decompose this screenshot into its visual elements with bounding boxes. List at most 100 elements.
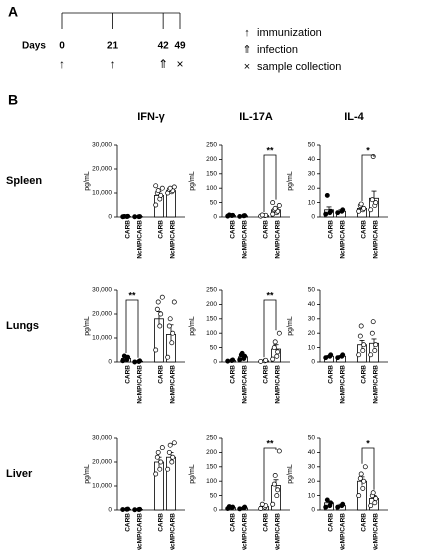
data-point xyxy=(358,471,364,477)
data-point xyxy=(171,184,177,190)
day-symbol: × xyxy=(176,57,183,71)
x-tick-label: CARB xyxy=(361,365,368,384)
y-axis-label: pg/mL xyxy=(84,171,91,191)
x-tick-label: NcMP/CARB xyxy=(170,365,177,404)
y-tick-label: 10,000 xyxy=(92,190,112,197)
significance-bracket xyxy=(125,299,139,358)
x-tick-label: CARB xyxy=(328,220,335,239)
significance-bracket xyxy=(263,299,277,358)
y-tick-label: 20,000 xyxy=(92,459,112,466)
data-point xyxy=(335,504,341,510)
data-point xyxy=(370,490,376,496)
significance-label: ** xyxy=(266,290,274,300)
y-tick-label: 30 xyxy=(308,464,316,471)
y-tick-label: 200 xyxy=(206,156,217,163)
x-tick-label: CARB xyxy=(328,513,335,532)
data-point xyxy=(165,354,171,360)
x-tick-label: NcMP/CARB xyxy=(275,513,282,550)
y-tick-label: 20 xyxy=(308,478,316,485)
data-point xyxy=(169,459,175,465)
x-tick-label: NcMP/CARB xyxy=(373,513,380,550)
y-tick-label: 10,000 xyxy=(92,335,112,342)
y-tick-label: 40 xyxy=(308,449,316,456)
legend-label: sample collection xyxy=(257,61,341,73)
data-point xyxy=(132,359,138,365)
data-point xyxy=(170,330,176,336)
day-symbol: ⇑ xyxy=(158,57,168,71)
data-point xyxy=(328,352,334,358)
data-point xyxy=(137,358,143,364)
y-tick-label: 100 xyxy=(206,478,217,485)
data-point xyxy=(166,323,172,329)
data-point xyxy=(155,299,161,305)
data-point xyxy=(270,356,276,362)
data-point xyxy=(275,487,281,493)
column-title: IL-17A xyxy=(239,111,273,123)
data-point xyxy=(324,497,330,503)
data-point xyxy=(275,349,281,355)
data-point xyxy=(274,493,280,499)
data-point xyxy=(373,200,379,206)
data-point xyxy=(159,185,165,191)
data-point xyxy=(356,208,362,214)
data-point xyxy=(237,357,243,363)
data-point xyxy=(237,213,243,219)
row-title: Lungs xyxy=(6,320,39,332)
x-tick-label: NcMP/CARB xyxy=(340,220,347,259)
data-point xyxy=(272,339,278,345)
data-point xyxy=(271,481,277,487)
data-point xyxy=(165,466,171,472)
data-point xyxy=(323,504,329,510)
significance-label: ** xyxy=(266,438,274,448)
data-point xyxy=(373,342,379,348)
bar xyxy=(166,456,176,511)
data-point xyxy=(259,212,265,218)
data-point xyxy=(158,459,164,465)
x-tick-label: CARB xyxy=(263,513,270,532)
data-point xyxy=(369,330,375,336)
significance-label: * xyxy=(366,438,370,448)
day-symbol: ↑ xyxy=(59,57,65,71)
x-tick-label: CARB xyxy=(230,513,237,532)
data-point xyxy=(328,500,334,506)
data-point xyxy=(270,211,276,217)
x-tick-label: NcMP/CARB xyxy=(137,513,144,550)
y-tick-label: 50 xyxy=(210,344,218,351)
legend-symbol: ↑ xyxy=(244,27,250,39)
y-tick-label: 30,000 xyxy=(92,287,112,294)
legend-label: immunization xyxy=(257,27,322,39)
data-point xyxy=(368,352,374,358)
significance-bracket xyxy=(263,447,277,502)
x-tick-label: CARB xyxy=(361,513,368,532)
x-tick-label: CARB xyxy=(263,365,270,384)
y-tick-label: 0 xyxy=(311,507,315,514)
data-point xyxy=(242,213,248,219)
panel-label: A xyxy=(8,4,18,20)
data-point xyxy=(159,294,165,300)
data-point xyxy=(121,213,127,219)
y-tick-label: 150 xyxy=(206,316,217,323)
x-tick-label: NcMP/CARB xyxy=(340,513,347,550)
data-point xyxy=(242,504,248,510)
data-point xyxy=(356,493,362,499)
day-label: 21 xyxy=(107,41,119,52)
data-point xyxy=(153,183,159,189)
data-point xyxy=(358,323,364,329)
significance-bracket xyxy=(361,447,375,490)
y-tick-label: 20 xyxy=(308,185,316,192)
data-point xyxy=(157,323,163,329)
data-point xyxy=(120,358,126,364)
data-point xyxy=(132,507,138,513)
row-title: Spleen xyxy=(6,175,42,187)
day-label: 49 xyxy=(174,41,186,52)
y-tick-label: 200 xyxy=(206,449,217,456)
data-point xyxy=(121,353,127,359)
data-point xyxy=(323,355,329,361)
data-point xyxy=(226,212,232,218)
data-point xyxy=(153,347,159,353)
data-point xyxy=(361,205,367,211)
data-point xyxy=(125,506,131,512)
x-tick-label: CARB xyxy=(125,220,132,239)
y-tick-label: 30 xyxy=(308,316,316,323)
